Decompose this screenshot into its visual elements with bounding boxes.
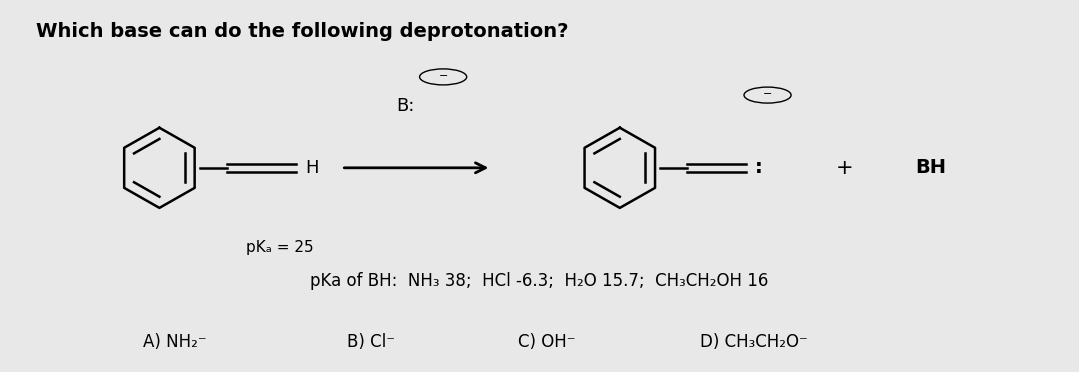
Text: −: −	[763, 89, 773, 99]
Text: +: +	[836, 158, 853, 178]
Text: B:: B:	[396, 97, 414, 115]
Text: A) NH₂⁻: A) NH₂⁻	[144, 333, 207, 352]
Text: H: H	[305, 159, 318, 177]
Text: −: −	[438, 71, 448, 81]
Text: BH: BH	[915, 158, 946, 177]
Text: D) CH₃CH₂O⁻: D) CH₃CH₂O⁻	[700, 333, 808, 352]
Text: Which base can do the following deprotonation?: Which base can do the following deproton…	[37, 22, 569, 41]
Text: C) OH⁻: C) OH⁻	[518, 333, 575, 352]
Text: :: :	[754, 158, 763, 177]
Text: pKₐ = 25: pKₐ = 25	[246, 240, 313, 255]
Text: B) Cl⁻: B) Cl⁻	[346, 333, 395, 352]
Text: pKa of BH:  NH₃ 38;  HCl -6.3;  H₂O 15.7;  CH₃CH₂OH 16: pKa of BH: NH₃ 38; HCl -6.3; H₂O 15.7; C…	[311, 272, 768, 289]
